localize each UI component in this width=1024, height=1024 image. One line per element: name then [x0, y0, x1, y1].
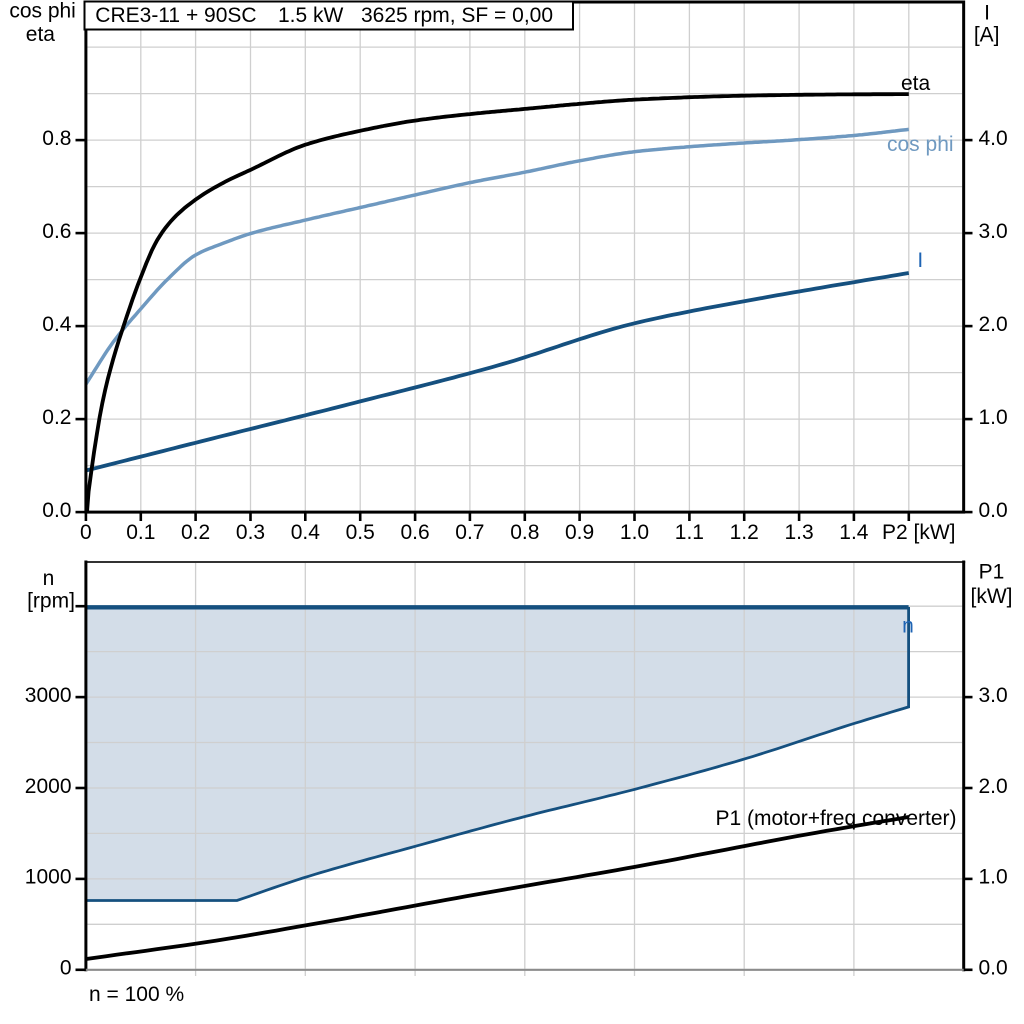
svg-text:0.4: 0.4 — [42, 313, 72, 336]
svg-text:0.4: 0.4 — [291, 521, 321, 544]
svg-text:P1: P1 — [979, 560, 1005, 583]
svg-text:n: n — [43, 567, 55, 590]
svg-text:P2 [kW]: P2 [kW] — [882, 521, 956, 544]
svg-text:1.3: 1.3 — [784, 521, 813, 544]
svg-text:0.0: 0.0 — [979, 957, 1008, 980]
svg-text:0.0: 0.0 — [42, 499, 71, 522]
svg-text:eta: eta — [901, 72, 931, 95]
svg-text:1.1: 1.1 — [675, 521, 704, 544]
svg-text:[kW]: [kW] — [971, 585, 1013, 608]
svg-text:3.0: 3.0 — [979, 684, 1008, 707]
svg-text:cos phi: cos phi — [887, 133, 954, 156]
svg-text:4.0: 4.0 — [979, 127, 1008, 150]
svg-text:3.0: 3.0 — [979, 220, 1008, 243]
svg-text:eta: eta — [26, 23, 56, 46]
svg-text:2000: 2000 — [25, 775, 72, 798]
svg-text:[A]: [A] — [974, 24, 1000, 47]
svg-text:0.8: 0.8 — [510, 521, 539, 544]
svg-text:1.0: 1.0 — [620, 521, 649, 544]
svg-text:0.6: 0.6 — [400, 521, 429, 544]
svg-text:1000: 1000 — [25, 866, 72, 889]
svg-text:1.0: 1.0 — [979, 406, 1008, 429]
svg-text:0: 0 — [80, 521, 92, 544]
svg-text:0.8: 0.8 — [42, 127, 71, 150]
svg-text:0.3: 0.3 — [236, 521, 265, 544]
svg-text:0.2: 0.2 — [42, 406, 71, 429]
svg-text:I: I — [917, 249, 923, 272]
svg-text:P1 (motor+freq converter): P1 (motor+freq converter) — [716, 807, 957, 830]
svg-text:0.7: 0.7 — [455, 521, 484, 544]
svg-text:2.0: 2.0 — [979, 313, 1008, 336]
svg-text:1.2: 1.2 — [730, 521, 759, 544]
svg-text:3000: 3000 — [25, 684, 72, 707]
svg-text:n: n — [902, 615, 914, 638]
svg-text:0.2: 0.2 — [181, 521, 210, 544]
svg-text:0.6: 0.6 — [42, 220, 71, 243]
svg-text:2.0: 2.0 — [979, 775, 1008, 798]
svg-text:0: 0 — [60, 957, 72, 980]
svg-text:0.5: 0.5 — [346, 521, 375, 544]
svg-text:n = 100 %: n = 100 % — [89, 983, 184, 1006]
svg-text:[rpm]: [rpm] — [27, 590, 75, 613]
svg-text:0.9: 0.9 — [565, 521, 594, 544]
svg-text:0.0: 0.0 — [979, 499, 1008, 522]
svg-text:0.1: 0.1 — [126, 521, 155, 544]
svg-text:cos phi: cos phi — [9, 0, 76, 23]
svg-text:I: I — [984, 2, 990, 25]
svg-text:1.0: 1.0 — [979, 866, 1008, 889]
svg-text:1.4: 1.4 — [839, 521, 869, 544]
